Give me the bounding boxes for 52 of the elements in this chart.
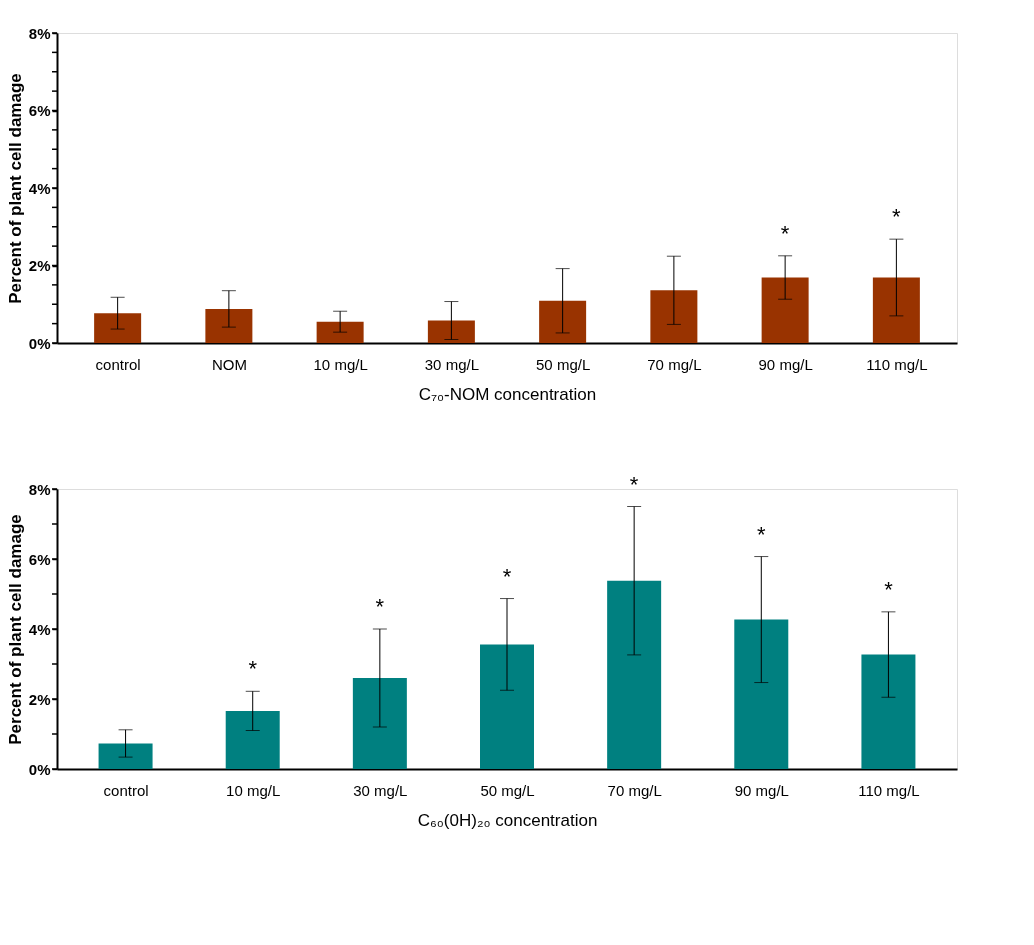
y-tick-label: 8% bbox=[28, 24, 51, 42]
x-tick-label: 110 mg/L bbox=[858, 781, 920, 799]
y-tick-label: 0% bbox=[28, 334, 51, 352]
y-tick-label: 8% bbox=[28, 480, 51, 498]
bar bbox=[352, 678, 407, 769]
bar bbox=[480, 644, 534, 769]
annotation: * bbox=[884, 576, 894, 602]
x-tick-label: 50 mg/L bbox=[480, 781, 535, 799]
x-tick-label: 10 mg/L bbox=[226, 781, 281, 799]
y-tick-label: 6% bbox=[28, 102, 51, 119]
x-axis-title: C₇₀-NOM concentration bbox=[418, 384, 597, 404]
x-tick-label: 90 mg/L bbox=[758, 355, 813, 373]
x-axis-title: C₆₀(0H)₂₀ concentration bbox=[417, 810, 598, 830]
x-tick-label: 90 mg/L bbox=[734, 781, 789, 799]
bar bbox=[872, 277, 920, 343]
y-tick-label: 4% bbox=[28, 620, 51, 638]
y-tick-label: 2% bbox=[28, 257, 51, 274]
x-tick-label: 70 mg/L bbox=[647, 355, 702, 373]
y-tick-label: 2% bbox=[28, 690, 51, 708]
annotation: * bbox=[502, 563, 512, 589]
x-tick-label: 110 mg/L bbox=[866, 355, 928, 373]
y-tick-label: 0% bbox=[28, 760, 51, 778]
x-tick-label: NOM bbox=[211, 355, 247, 373]
annotation: * bbox=[892, 204, 902, 230]
annotation: * bbox=[375, 594, 385, 619]
bar bbox=[861, 654, 916, 769]
x-tick-label: 30 mg/L bbox=[353, 781, 408, 799]
y-tick-label: 6% bbox=[28, 550, 51, 568]
bar bbox=[225, 710, 280, 769]
y-axis-title: Percent of plant cell damage bbox=[5, 514, 25, 745]
x-tick-label: 30 mg/L bbox=[424, 355, 479, 373]
bar bbox=[650, 290, 698, 343]
x-tick-label: control bbox=[95, 355, 141, 373]
annotation: * bbox=[248, 656, 258, 682]
annotation: * bbox=[780, 220, 790, 246]
y-tick-label: 4% bbox=[28, 179, 51, 197]
x-tick-label: 70 mg/L bbox=[607, 781, 662, 799]
bar bbox=[539, 300, 587, 343]
bar bbox=[607, 580, 662, 769]
bar bbox=[761, 277, 809, 343]
bar bbox=[98, 743, 153, 769]
bar bbox=[734, 619, 789, 769]
x-tick-label: 50 mg/L bbox=[536, 355, 591, 373]
bar bbox=[427, 320, 475, 343]
annotation: * bbox=[629, 471, 639, 497]
bar bbox=[205, 308, 253, 343]
x-tick-label: 10 mg/L bbox=[313, 355, 368, 373]
y-axis-title: Percent of plant cell damage bbox=[5, 73, 25, 304]
bar bbox=[316, 321, 364, 343]
x-tick-label: control bbox=[103, 781, 149, 799]
bar bbox=[94, 313, 142, 343]
annotation: * bbox=[757, 521, 766, 547]
